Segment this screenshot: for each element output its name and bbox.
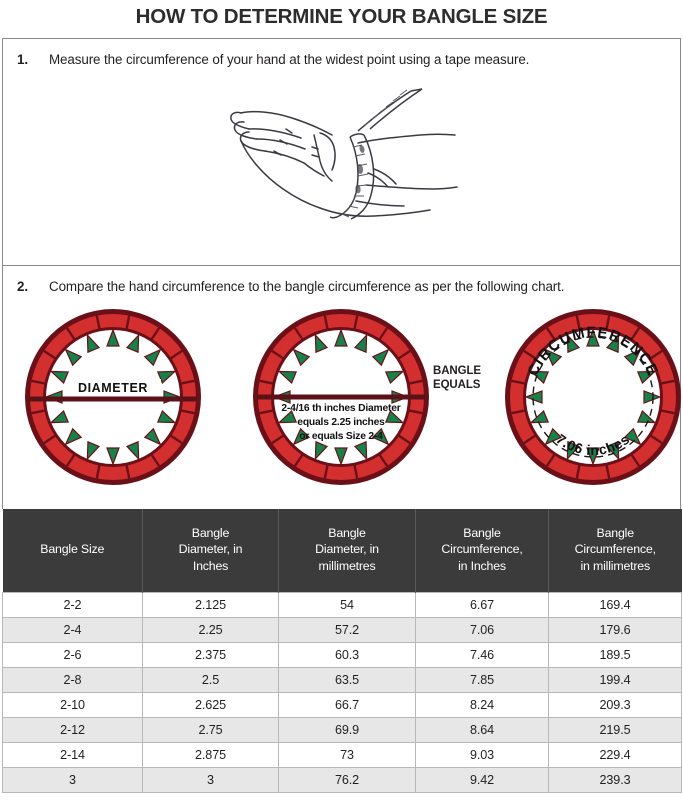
header-line: in millimetres xyxy=(580,558,651,573)
table-cell: 8.24 xyxy=(415,692,549,719)
table-row: 2-12 2.75 69.9 8.64 219.5 xyxy=(2,717,682,744)
column-header-circumference-inches: Bangle Circumference, in Inches xyxy=(415,508,549,593)
table-row: 2-8 2.5 63.5 7.85 199.4 xyxy=(2,667,682,694)
table-row: 2-4 2.25 57.2 7.06 179.6 xyxy=(2,617,682,644)
header-line: in Inches xyxy=(458,558,506,573)
step-1-text: Measure the circumference of your hand a… xyxy=(49,51,530,67)
table-cell: 3 xyxy=(142,767,279,794)
table-cell: 76.2 xyxy=(278,767,416,794)
table-cell: 189.5 xyxy=(548,642,682,669)
table-cell: 229.4 xyxy=(548,742,682,769)
table-cell: 239.3 xyxy=(548,767,682,794)
table-cell: 169.4 xyxy=(548,592,682,619)
step-2-section: 2. Compare the hand circumference to the… xyxy=(3,266,683,509)
table-cell: 8.64 xyxy=(415,717,549,744)
bangle-equals-line-2: EQUALS xyxy=(433,378,481,391)
step-2-text: Compare the hand circumference to the ba… xyxy=(49,278,565,294)
table-cell: 57.2 xyxy=(278,617,416,644)
table-cell: 2.25 xyxy=(142,617,279,644)
table-cell: 7.06 xyxy=(415,617,549,644)
table-body: 2-2 2.125 54 6.67 169.4 2-4 2.25 57.2 7.06 179.6 2… xyxy=(2,592,682,794)
table-cell: 60.3 xyxy=(278,642,416,669)
header-line: Diameter, in xyxy=(178,542,243,557)
step-2-number: 2. xyxy=(17,278,28,294)
table-cell: 9.03 xyxy=(415,742,549,769)
table-row: 2-2 2.125 54 6.67 169.4 xyxy=(2,592,682,619)
table-cell: 2-8 xyxy=(2,667,143,694)
bangle-diagram-diameter: DIAMETER xyxy=(15,302,211,497)
table-cell: 2-6 xyxy=(2,642,143,669)
bangle-diagram-circumference: CIRCUMFERENCE 7.06 inches xyxy=(503,302,683,497)
table-cell: 2-14 xyxy=(2,742,143,769)
header-line: Inches xyxy=(192,558,229,573)
step-1-section: 1. Measure the circumference of your han… xyxy=(3,39,680,266)
header-line: Bangle xyxy=(328,525,366,540)
table-cell: 2.5 xyxy=(142,667,279,694)
diameter-label: DIAMETER xyxy=(78,381,148,395)
table-cell: 2-2 xyxy=(2,592,143,619)
table-cell: 2.75 xyxy=(142,717,279,744)
table-cell: 3 xyxy=(2,767,143,794)
table-cell: 66.7 xyxy=(278,692,416,719)
table-cell: 209.3 xyxy=(548,692,682,719)
column-header-circumference-millimetres: Bangle Circumference, in millimetres xyxy=(548,508,682,593)
step-2-line: 2. Compare the hand circumference to the… xyxy=(3,266,680,294)
table-cell: 9.42 xyxy=(415,767,549,794)
column-header-bangle-size: Bangle Size xyxy=(2,508,143,593)
header-line: Circumference, xyxy=(574,542,656,557)
bangle-equals-label: BANGLE EQUALS xyxy=(433,364,495,393)
column-header-diameter-inches: Bangle Diameter, in Inches xyxy=(142,508,279,593)
table-cell: 2-12 xyxy=(2,717,143,744)
table-cell: 2.125 xyxy=(142,592,279,619)
bangle-equals-line-1: BANGLE xyxy=(433,364,481,377)
caption-line-1: 2-4/16 th inches Diameter xyxy=(281,402,401,414)
bangle-size-example-caption: 2-4/16 th inches Diameter equals 2.25 in… xyxy=(246,402,436,444)
table-header-row: Bangle Size Bangle Diameter, in Inches B… xyxy=(2,508,682,593)
header-line: Diameter, in xyxy=(315,542,379,557)
table-cell: 2.875 xyxy=(142,742,279,769)
table-cell: 199.4 xyxy=(548,667,682,694)
step-1-line: 1. Measure the circumference of your han… xyxy=(3,39,680,67)
table-cell: 7.85 xyxy=(415,667,549,694)
table-row: 2-10 2.625 66.7 8.24 209.3 xyxy=(2,692,682,719)
column-header-diameter-millimetres: Bangle Diameter, in millimetres xyxy=(278,508,416,593)
table-cell: 73 xyxy=(278,742,416,769)
header-line: Bangle xyxy=(191,525,230,540)
table-cell: 2.375 xyxy=(142,642,279,669)
table-cell: 179.6 xyxy=(548,617,682,644)
table-cell: 219.5 xyxy=(548,717,682,744)
table-cell: 6.67 xyxy=(415,592,549,619)
header-line: Bangle Size xyxy=(40,542,105,557)
table-row: 3 3 76.2 9.42 239.3 xyxy=(2,767,682,794)
header-line: Bangle xyxy=(596,525,635,540)
table-cell: 63.5 xyxy=(278,667,416,694)
table-cell: 2-10 xyxy=(2,692,143,719)
table-cell: 54 xyxy=(278,592,416,619)
table-cell: 7.46 xyxy=(415,642,549,669)
bangle-diagrams: DIAMETER xyxy=(3,302,683,502)
bangle-size-table: Bangle Size Bangle Diameter, in Inches B… xyxy=(2,508,682,794)
table-cell: 2.625 xyxy=(142,692,279,719)
hand-with-tape-measure-illustration xyxy=(208,77,458,257)
header-line: Bangle xyxy=(463,525,501,540)
header-line: millimetres xyxy=(318,558,376,573)
bangle-diagram-size-example xyxy=(246,302,436,497)
page-title: HOW TO DETERMINE YOUR BANGLE SIZE xyxy=(135,5,548,28)
step-1-number: 1. xyxy=(17,51,28,67)
instructions-frame: 1. Measure the circumference of your han… xyxy=(2,37,683,509)
table-row: 2-14 2.875 73 9.03 229.4 xyxy=(2,742,682,769)
header-line: Circumference, xyxy=(441,542,523,557)
table-cell: 69.9 xyxy=(278,717,416,744)
caption-line-3: or equals Size 2-4 xyxy=(299,430,383,442)
caption-line-2: equals 2.25 inches xyxy=(297,416,385,428)
table-row: 2-6 2.375 60.3 7.46 189.5 xyxy=(2,642,682,669)
table-cell: 2-4 xyxy=(2,617,143,644)
